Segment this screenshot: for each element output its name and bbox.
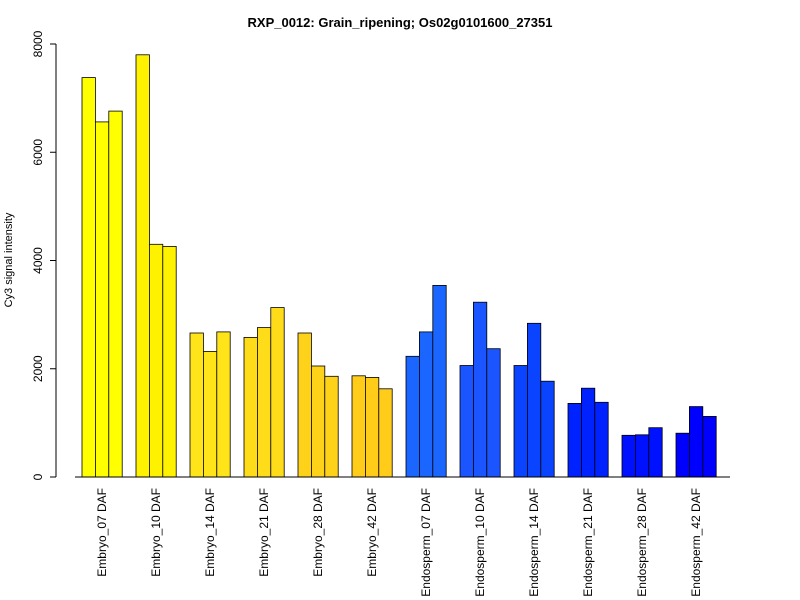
y-tick-label: 2000	[31, 355, 45, 382]
bar	[635, 434, 650, 478]
y-axis-label: Cy3 signal intensity	[3, 212, 15, 307]
bar	[108, 110, 123, 478]
bar	[567, 402, 582, 478]
x-tick-label: Endosperm_10 DAF	[473, 488, 487, 597]
bars	[81, 54, 717, 478]
bar	[378, 388, 393, 478]
x-tick-label: Endosperm_14 DAF	[527, 488, 541, 597]
x-tick-label: Embryo_42 DAF	[365, 488, 379, 577]
x-tick-label: Embryo_21 DAF	[257, 488, 271, 577]
bar	[270, 307, 285, 478]
bar	[324, 375, 339, 478]
x-tick-label: Embryo_10 DAF	[149, 488, 163, 577]
y-tick-label: 8000	[31, 30, 45, 57]
bar	[527, 322, 542, 478]
y-tick-label: 6000	[31, 139, 45, 166]
bar	[189, 332, 204, 478]
bar	[95, 121, 110, 478]
bar	[135, 54, 150, 478]
bar	[216, 331, 231, 478]
x-tick-label: Embryo_07 DAF	[95, 488, 109, 577]
bar	[648, 427, 663, 478]
bar	[297, 332, 312, 478]
bar	[148, 243, 164, 478]
bar	[405, 355, 420, 478]
bar	[459, 365, 474, 478]
bar	[351, 375, 366, 478]
x-tick-label: Endosperm_42 DAF	[689, 488, 703, 597]
bar	[364, 376, 380, 478]
bar	[310, 365, 326, 478]
y-tick-label: 0	[31, 473, 45, 480]
x-axis-labels: Embryo_07 DAF Embryo_10 DAF Embryo_14 DAF E…	[95, 488, 703, 597]
x-tick-label: Endosperm_21 DAF	[581, 488, 595, 597]
bar	[594, 401, 609, 478]
y-tick-label: 4000	[31, 247, 45, 274]
x-tick-label: Embryo_28 DAF	[311, 488, 325, 577]
bar	[81, 77, 96, 478]
bar	[472, 301, 488, 478]
bar	[243, 336, 258, 478]
chart-title: RXP_0012: Grain_ripening; Os02g0101600_2…	[248, 15, 553, 30]
bar	[418, 331, 434, 478]
bar	[256, 327, 272, 478]
bar	[513, 365, 528, 478]
bar	[702, 415, 717, 478]
bar	[486, 348, 501, 478]
bar	[540, 380, 555, 478]
x-tick-label: Endosperm_07 DAF	[419, 488, 433, 597]
bar	[432, 284, 447, 478]
y-axis: 0 2000 4000 6000 8000	[31, 30, 57, 480]
x-tick-label: Embryo_14 DAF	[203, 488, 217, 577]
x-tick-label: Endosperm_28 DAF	[635, 488, 649, 597]
bar	[675, 432, 690, 478]
bar	[202, 350, 218, 478]
bar	[689, 406, 704, 478]
bar	[581, 387, 596, 478]
bar	[162, 245, 177, 478]
bar	[621, 434, 636, 478]
